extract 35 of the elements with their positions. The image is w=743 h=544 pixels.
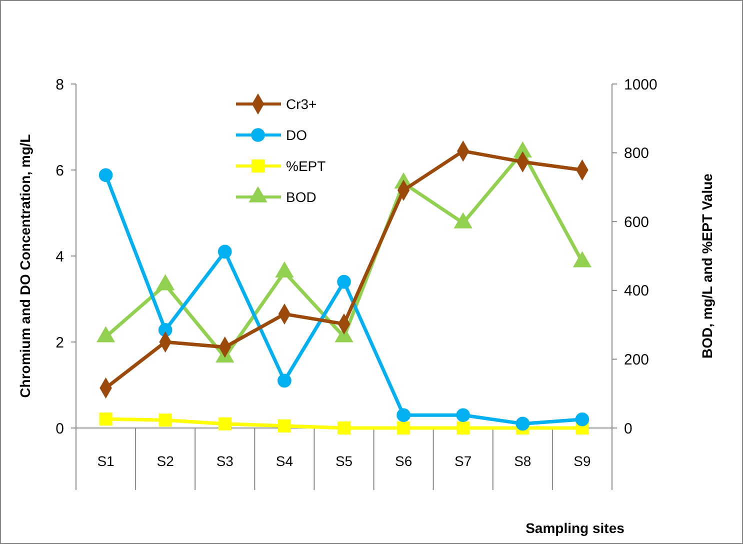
point: [575, 412, 590, 426]
point: [98, 168, 113, 182]
y-tick-label: 6: [56, 162, 64, 180]
point: [278, 374, 292, 388]
y2-tick-label: 600: [624, 214, 650, 231]
point: [456, 408, 470, 422]
point: [218, 244, 232, 259]
y2-axis-title: BOD, mg/L and %EPT Value: [699, 173, 715, 358]
x-tick-label: S9: [574, 453, 591, 469]
y-axis-title: Chromium and DO Concentration, mg/L: [17, 134, 33, 398]
y-tick-label: 4: [56, 248, 64, 266]
y2-tick-label: 1000: [624, 76, 658, 94]
x-tick-label: S6: [394, 453, 412, 469]
legend-label: Cr3+: [286, 96, 317, 112]
point: [396, 408, 410, 422]
y-tick-label: 2: [56, 334, 64, 352]
x-tick-label: S1: [97, 453, 115, 469]
y-tick-label: 8: [56, 76, 64, 94]
x-tick-label: S8: [514, 453, 532, 469]
x-tick-label: S2: [156, 453, 174, 469]
point: [337, 274, 351, 289]
y2-tick-label: 400: [624, 282, 650, 300]
x-tick-label: S7: [454, 453, 472, 469]
y-tick-label: 0: [56, 420, 64, 438]
x-tick-label: S3: [216, 453, 234, 469]
legend-label: DO: [286, 126, 308, 143]
y2-tick-label: 800: [624, 145, 650, 162]
x-tick-label: S5: [335, 453, 353, 469]
y2-tick-label: 0: [624, 420, 632, 438]
legend-label: %EPT: [286, 158, 326, 174]
x-axis-title: Sampling sites: [526, 520, 625, 536]
legend-label: BOD: [286, 188, 316, 205]
x-tick-label: S4: [276, 453, 294, 469]
point: [516, 416, 530, 431]
y2-tick-label: 200: [624, 351, 650, 368]
